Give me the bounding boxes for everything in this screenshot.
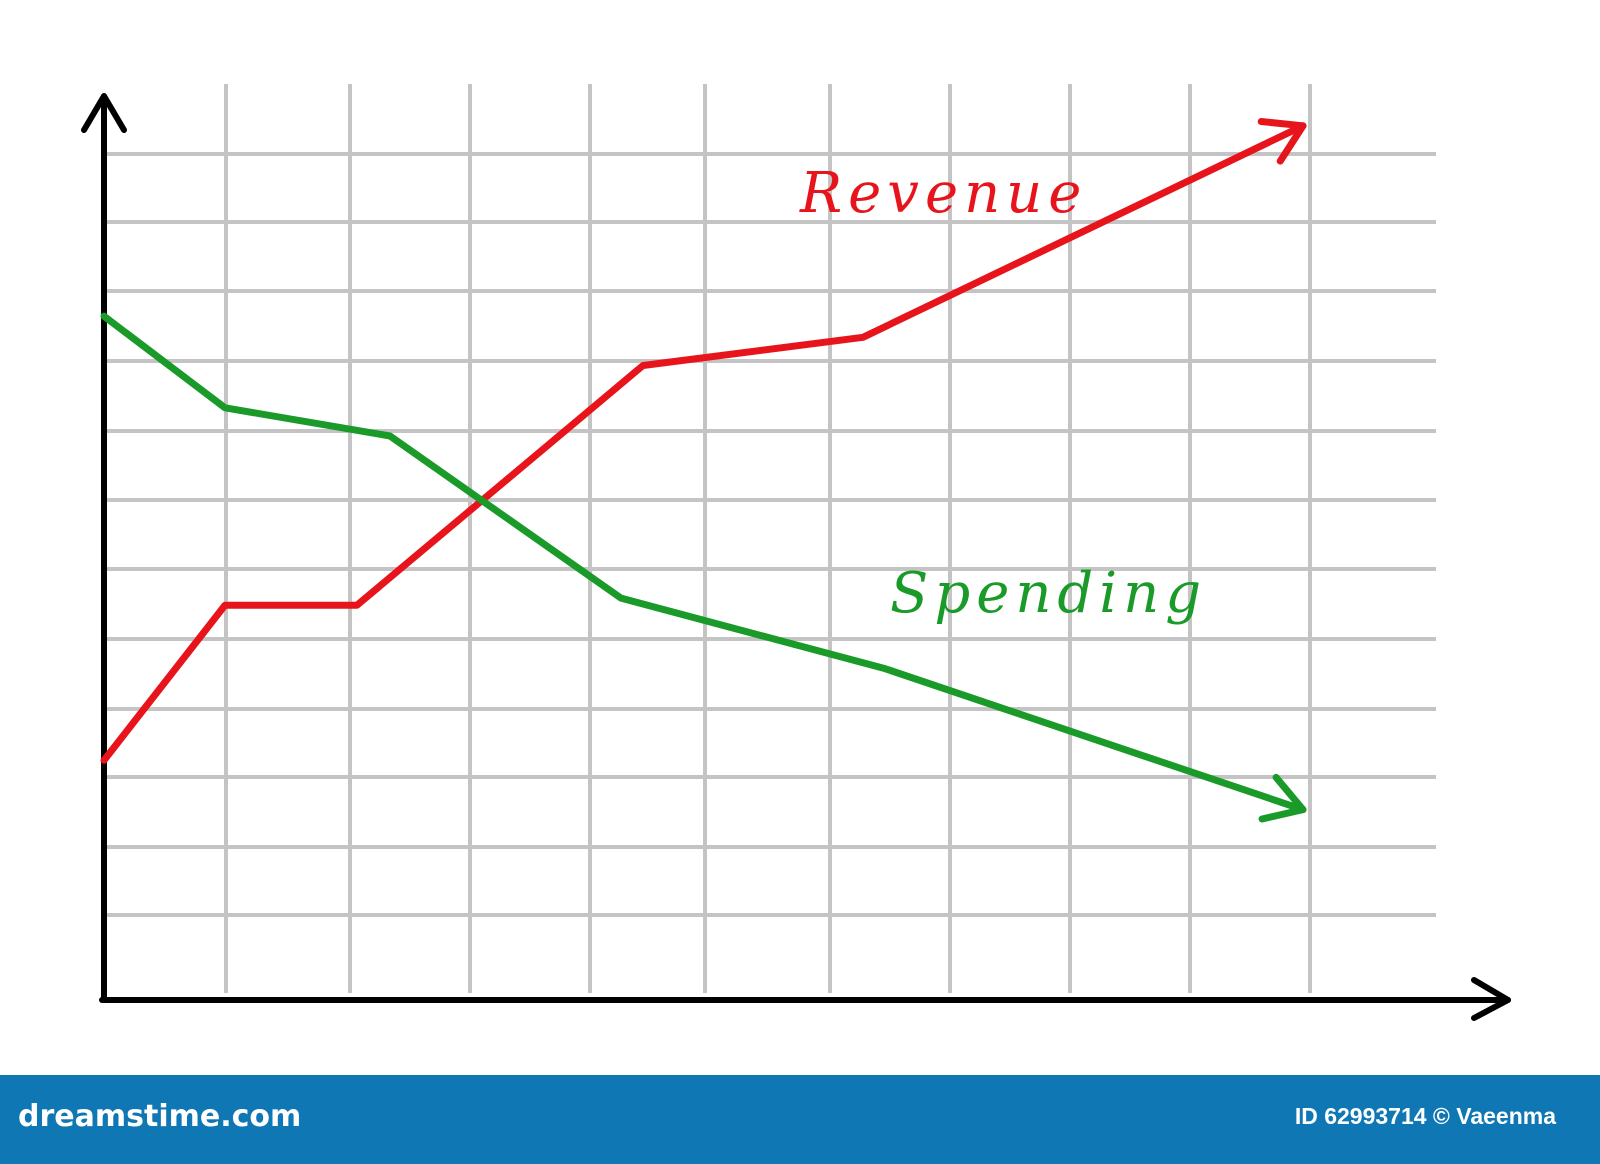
footer-bar: dreamstime.com ID 62993714 © Vaeenma <box>0 1075 1600 1164</box>
image-credit: ID 62993714 © Vaeenma <box>1294 1103 1556 1129</box>
line-chart: Revenue Spending <box>81 84 1511 1021</box>
spending-line <box>100 312 1307 814</box>
series-lines <box>100 118 1307 823</box>
revenue-arrowhead <box>1257 118 1307 165</box>
y-axis-arrowhead <box>81 93 127 133</box>
axes <box>81 93 1511 1021</box>
spending-label: Spending <box>890 561 1207 626</box>
revenue-label: Revenue <box>799 161 1087 226</box>
spending-arrowhead <box>1258 773 1307 823</box>
brand-logo[interactable]: dreamstime.com <box>18 1099 302 1134</box>
chart-area: Revenue Spending <box>81 84 1511 1021</box>
grid <box>106 84 1436 993</box>
x-axis-arrowhead <box>1471 977 1511 1021</box>
revenue-line <box>100 122 1307 764</box>
series-labels: Revenue Spending <box>799 161 1207 626</box>
